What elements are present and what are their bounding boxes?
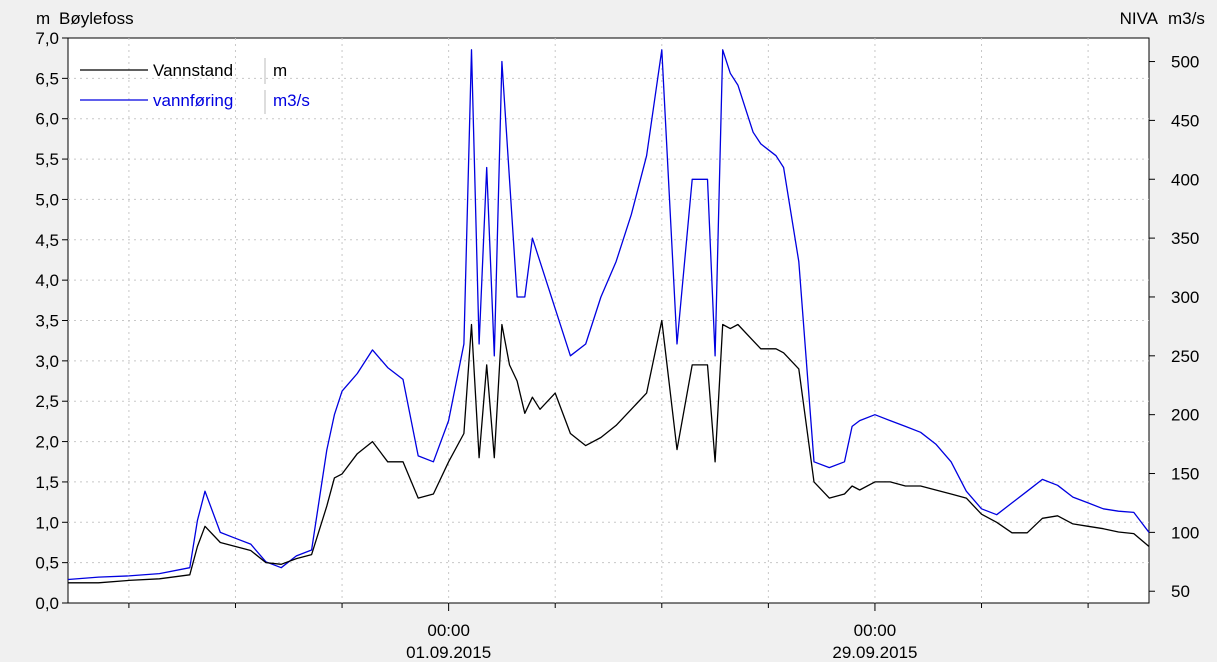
series-line-vannstand <box>68 319 1150 584</box>
legend-unit-vannstand: m <box>273 61 287 80</box>
x-tick-date: 01.09.2015 <box>406 643 491 662</box>
x-tick-time: 00:00 <box>854 621 897 640</box>
y-left-tick-label: 4,0 <box>35 271 59 290</box>
y-right-tick-label: 100 <box>1171 523 1199 542</box>
y-left-tick-label: 7,0 <box>35 29 59 48</box>
y-left-tick-label: 5,5 <box>35 150 59 169</box>
y-right-tick-label: 200 <box>1171 406 1199 425</box>
legend-name-vannstand: Vannstand <box>153 61 233 80</box>
y-left-tick-label: 4,5 <box>35 231 59 250</box>
y-right-tick-label: 150 <box>1171 465 1199 484</box>
y-right-tick-label: 50 <box>1171 582 1190 601</box>
y-right-tick-label: 250 <box>1171 347 1199 366</box>
legend: Vannstand m vannføring m3/s <box>80 58 310 114</box>
y-left-tick-label: 5,0 <box>35 190 59 209</box>
y-right-tick-label: 350 <box>1171 229 1199 248</box>
x-tick-date: 29.09.2015 <box>832 643 917 662</box>
y-left-tick-label: 6,5 <box>35 69 59 88</box>
y-right-tick-label: 450 <box>1171 111 1199 130</box>
y-left-tick-label: 3,0 <box>35 352 59 371</box>
right-axis-label: NIVA <box>1120 9 1159 28</box>
y-left-tick-label: 3,5 <box>35 312 59 331</box>
series-layer <box>67 49 1150 584</box>
legend-unit-vannforing: m3/s <box>273 91 310 110</box>
left-axis-unit: m <box>36 9 50 28</box>
y-left-tick-label: 2,5 <box>35 392 59 411</box>
y-left-tick-label: 6,0 <box>35 110 59 129</box>
chart-title: Bøylefoss <box>59 9 134 28</box>
y-left-tick-label: 0,0 <box>35 594 59 613</box>
y-right-tick-label: 500 <box>1171 53 1199 72</box>
x-tick-time: 00:00 <box>427 621 470 640</box>
series-line-vannforing <box>67 49 1150 581</box>
y-right-tick-label: 400 <box>1171 170 1199 189</box>
legend-name-vannforing: vannføring <box>153 91 233 110</box>
y-left-tick-label: 1,0 <box>35 513 59 532</box>
y-left-tick-label: 1,5 <box>35 473 59 492</box>
right-axis-unit: m3/s <box>1168 9 1205 28</box>
tick-layer: 0,0 0,5 1,0 1,5 2,0 2,5 3,0 3,5 4,0 4,5 5,0 5,5 6,0 6… <box>35 29 1199 662</box>
y-left-tick-label: 0,5 <box>35 554 59 573</box>
grid-layer <box>68 38 1149 603</box>
y-right-tick-label: 300 <box>1171 288 1199 307</box>
y-left-tick-label: 2,0 <box>35 433 59 452</box>
